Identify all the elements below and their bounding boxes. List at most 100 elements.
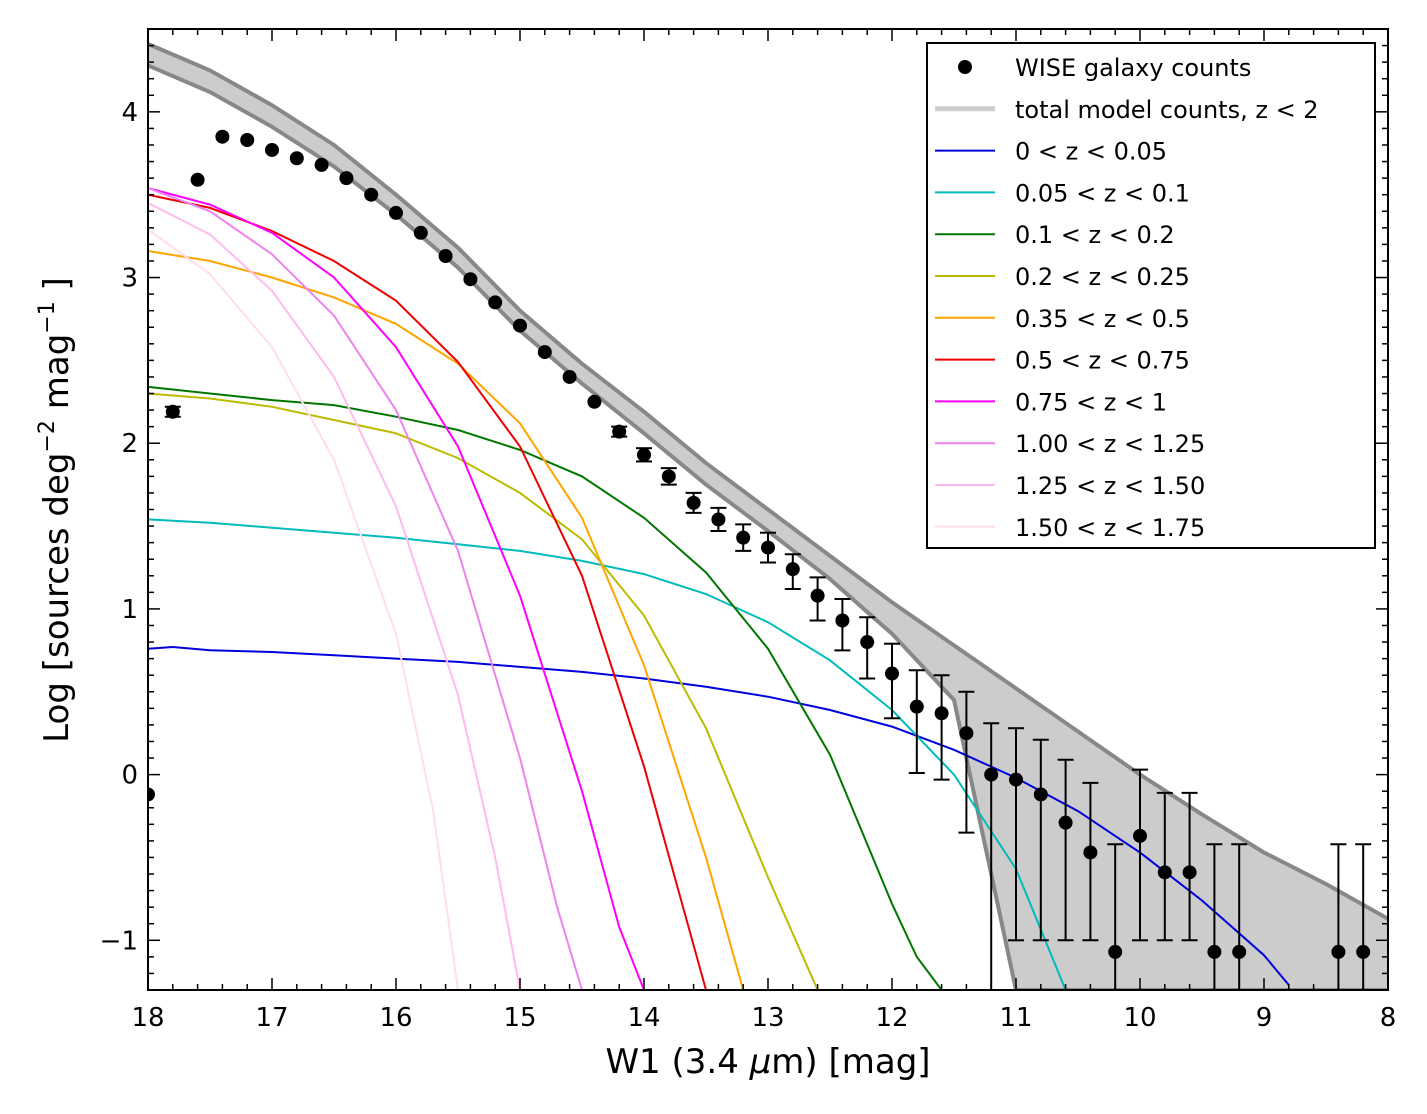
data-point: [1057, 758, 1074, 942]
plot-frame: [147, 28, 1389, 991]
data-point: [240, 133, 255, 148]
data-point: [389, 205, 403, 220]
series-line-2: [148, 385, 943, 990]
legend-entry: 1.25 < z < 1.50: [935, 472, 1205, 500]
legend-label: 0.1 < z < 0.2: [1015, 221, 1175, 249]
y-tick-label: 1: [121, 595, 138, 625]
data-point: [438, 248, 453, 263]
point-marker: [711, 512, 726, 527]
legend: WISE galaxy counts total model counts, z …: [926, 42, 1376, 549]
data-point: [1107, 843, 1124, 990]
legend-label: 1.25 < z < 1.50: [1015, 472, 1205, 500]
point-marker: [339, 171, 354, 186]
point-marker: [190, 172, 205, 187]
point-marker: [513, 318, 527, 333]
series-line-8: [148, 202, 521, 990]
point-marker: [637, 447, 651, 462]
data-point: [463, 272, 478, 287]
model-band: [148, 43, 1388, 990]
point-marker: [736, 530, 751, 545]
point-marker: [1083, 845, 1098, 860]
data-point: [562, 369, 577, 384]
series-line-7: [148, 187, 583, 990]
series-line-3: [148, 392, 819, 990]
data-point: [587, 394, 602, 409]
data-points: [148, 129, 1372, 990]
x-tick-label: 8: [1380, 1003, 1397, 1033]
data-point: [488, 295, 503, 310]
data-point: [884, 642, 900, 720]
legend-entry: 0.2 < z < 0.25: [935, 263, 1190, 291]
x-tick-label: 11: [999, 1003, 1032, 1033]
data-point: [164, 404, 181, 419]
point-marker: [1232, 944, 1247, 959]
data-point: [1206, 843, 1223, 990]
point-marker: [1207, 944, 1222, 959]
model-band-lower-edge: [148, 63, 1388, 990]
legend-label: WISE galaxy counts: [1015, 54, 1251, 82]
data-point: [636, 447, 652, 463]
legend-entry: 0.75 < z < 1: [935, 388, 1167, 416]
data-point: [513, 318, 527, 333]
point-marker: [835, 613, 850, 628]
data-point: [1231, 843, 1248, 990]
data-point: [215, 129, 230, 144]
data-point: [660, 467, 677, 486]
data-point: [1032, 738, 1049, 942]
x-tick-label: 9: [1256, 1003, 1273, 1033]
point-marker: [1009, 772, 1023, 787]
point-marker: [1356, 944, 1371, 959]
point-marker: [413, 225, 428, 240]
legend-entry: total model counts, z < 2: [935, 96, 1319, 124]
point-marker: [314, 157, 329, 172]
point-marker: [215, 129, 230, 144]
data-point: [908, 669, 925, 774]
point-marker: [1182, 865, 1197, 880]
series-line-9: [148, 228, 459, 990]
data-point: [1355, 843, 1372, 990]
point-marker: [1157, 865, 1172, 880]
data-point: [339, 171, 354, 186]
point-marker: [934, 706, 949, 721]
data-point: [859, 616, 876, 680]
legend-label: 1.00 < z < 1.25: [1015, 430, 1205, 458]
y-tick-label: 3: [121, 264, 138, 294]
point-marker: [587, 394, 602, 409]
data-point: [933, 674, 950, 781]
y-axis-label: Log [sources deg−2 mag−1 ]: [35, 277, 77, 743]
point-marker: [562, 369, 577, 384]
series-line-0: [148, 645, 1290, 986]
point-marker: [761, 540, 775, 555]
legend-label: 0 < z < 0.05: [1015, 138, 1167, 166]
data-point: [611, 424, 628, 439]
legend-entry: WISE galaxy counts: [958, 54, 1251, 82]
data-point: [1330, 843, 1347, 990]
point-marker: [289, 151, 304, 166]
data-point: [983, 722, 1000, 990]
legend-label: 0.2 < z < 0.25: [1015, 263, 1190, 291]
x-tick-label: 18: [131, 1003, 164, 1033]
data-point: [190, 172, 205, 187]
series-line-6: [148, 187, 645, 990]
series-lines: [148, 187, 1290, 990]
point-marker: [537, 345, 552, 360]
series-line-1: [148, 518, 1067, 990]
point-marker: [612, 424, 627, 439]
point-marker: [1058, 815, 1073, 830]
data-point: [735, 523, 752, 552]
plot-area: [148, 42, 1388, 990]
point-marker: [488, 295, 503, 310]
x-tick-label: 16: [379, 1003, 412, 1033]
legend-frame: [926, 42, 1376, 549]
point-marker: [785, 562, 800, 577]
data-point: [809, 576, 826, 622]
data-point: [1132, 768, 1148, 942]
legend-entry: 0.5 < z < 0.75: [935, 347, 1190, 375]
x-tick-label: 15: [503, 1003, 536, 1033]
point-marker: [1331, 944, 1346, 959]
data-point: [413, 225, 428, 240]
point-marker: [1133, 828, 1147, 843]
data-point: [364, 187, 379, 202]
